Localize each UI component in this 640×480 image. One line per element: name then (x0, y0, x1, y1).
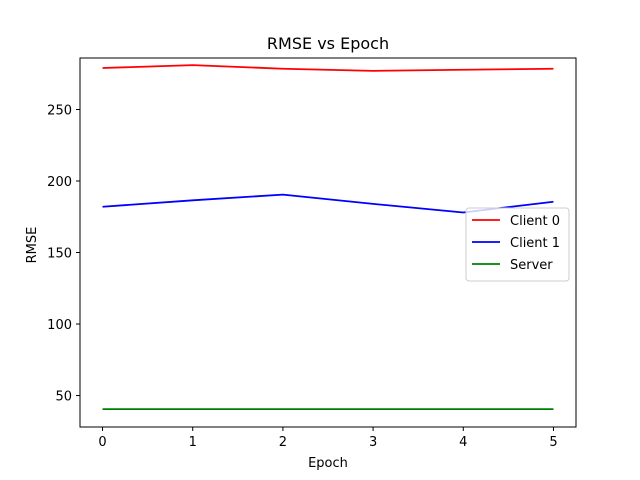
x-tick-label: 4 (459, 435, 467, 450)
x-axis: 0 1 2 3 4 5 (98, 427, 558, 450)
plot-area-frame (79, 57, 577, 428)
y-tick-label: 100 (47, 318, 72, 333)
x-tick-label: 2 (279, 435, 287, 450)
legend-label-0: Client 0 (510, 214, 560, 229)
y-axis: 50 100 150 200 250 (47, 103, 80, 405)
x-tick-label: 3 (369, 435, 377, 450)
x-tick-label: 0 (98, 435, 106, 450)
y-tick-label: 50 (55, 390, 72, 405)
legend: Client 0 Client 1 Server (465, 207, 570, 282)
legend-label-2: Server (510, 258, 553, 273)
y-tick-label: 250 (47, 103, 72, 118)
x-axis-title: Epoch (308, 456, 348, 471)
chart-title: RMSE vs Epoch (267, 34, 389, 53)
y-tick-label: 150 (47, 247, 72, 262)
series-line-0 (102, 64, 554, 72)
y-tick-label: 200 (47, 175, 72, 190)
x-tick-label: 1 (189, 435, 197, 450)
x-tick-label: 5 (549, 435, 557, 450)
y-axis-title: RMSE (25, 227, 40, 264)
legend-box (465, 207, 570, 282)
legend-label-1: Client 1 (510, 236, 560, 251)
